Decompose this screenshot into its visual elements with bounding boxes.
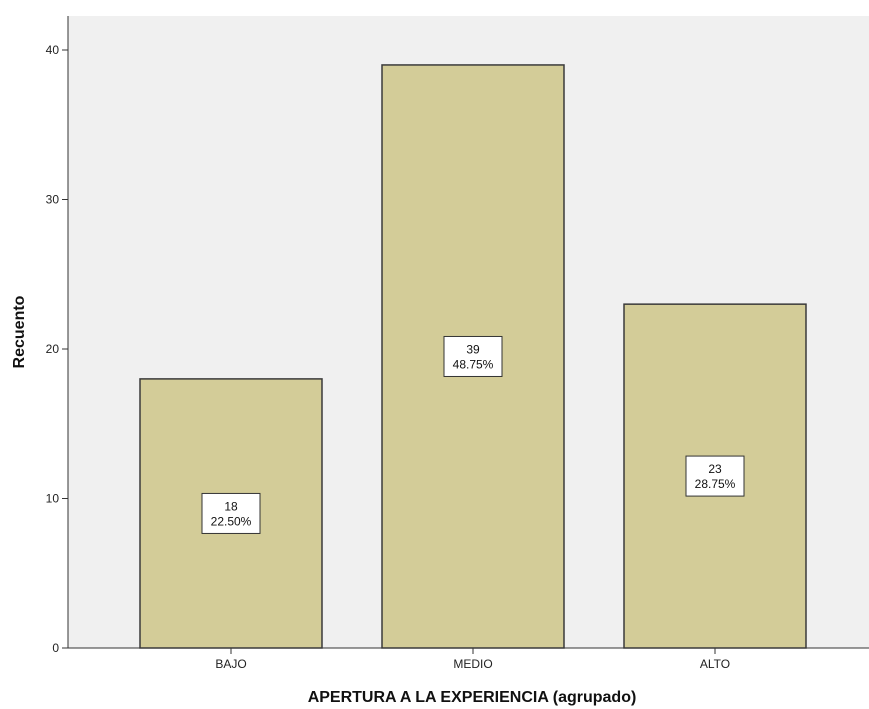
data-label-percent: 28.75% [695,477,736,491]
data-label-percent: 22.50% [211,514,252,528]
x-axis-title: APERTURA A LA EXPERIENCIA (agrupado) [308,689,637,706]
data-label-count: 23 [708,462,722,476]
data-label-percent: 48.75% [453,357,494,371]
y-axis: 0 10 20 30 40 [46,16,69,655]
x-tick-label: MEDIO [453,657,492,671]
data-label-box [443,335,503,377]
y-axis-title: Recuento [11,295,28,368]
y-tick-label: 30 [46,193,60,207]
x-axis: BAJO MEDIO ALTO [68,647,869,671]
x-tick-label: ALTO [700,657,730,671]
data-label-box [685,455,745,497]
y-tick-label: 40 [46,43,60,57]
x-tick-label: BAJO [215,657,246,671]
data-label-count: 18 [224,499,238,513]
y-tick-label: 0 [52,641,59,655]
data-label-box [201,492,261,534]
y-tick-label: 10 [46,492,60,506]
y-tick-label: 20 [46,342,60,356]
data-label-count: 39 [466,342,480,356]
